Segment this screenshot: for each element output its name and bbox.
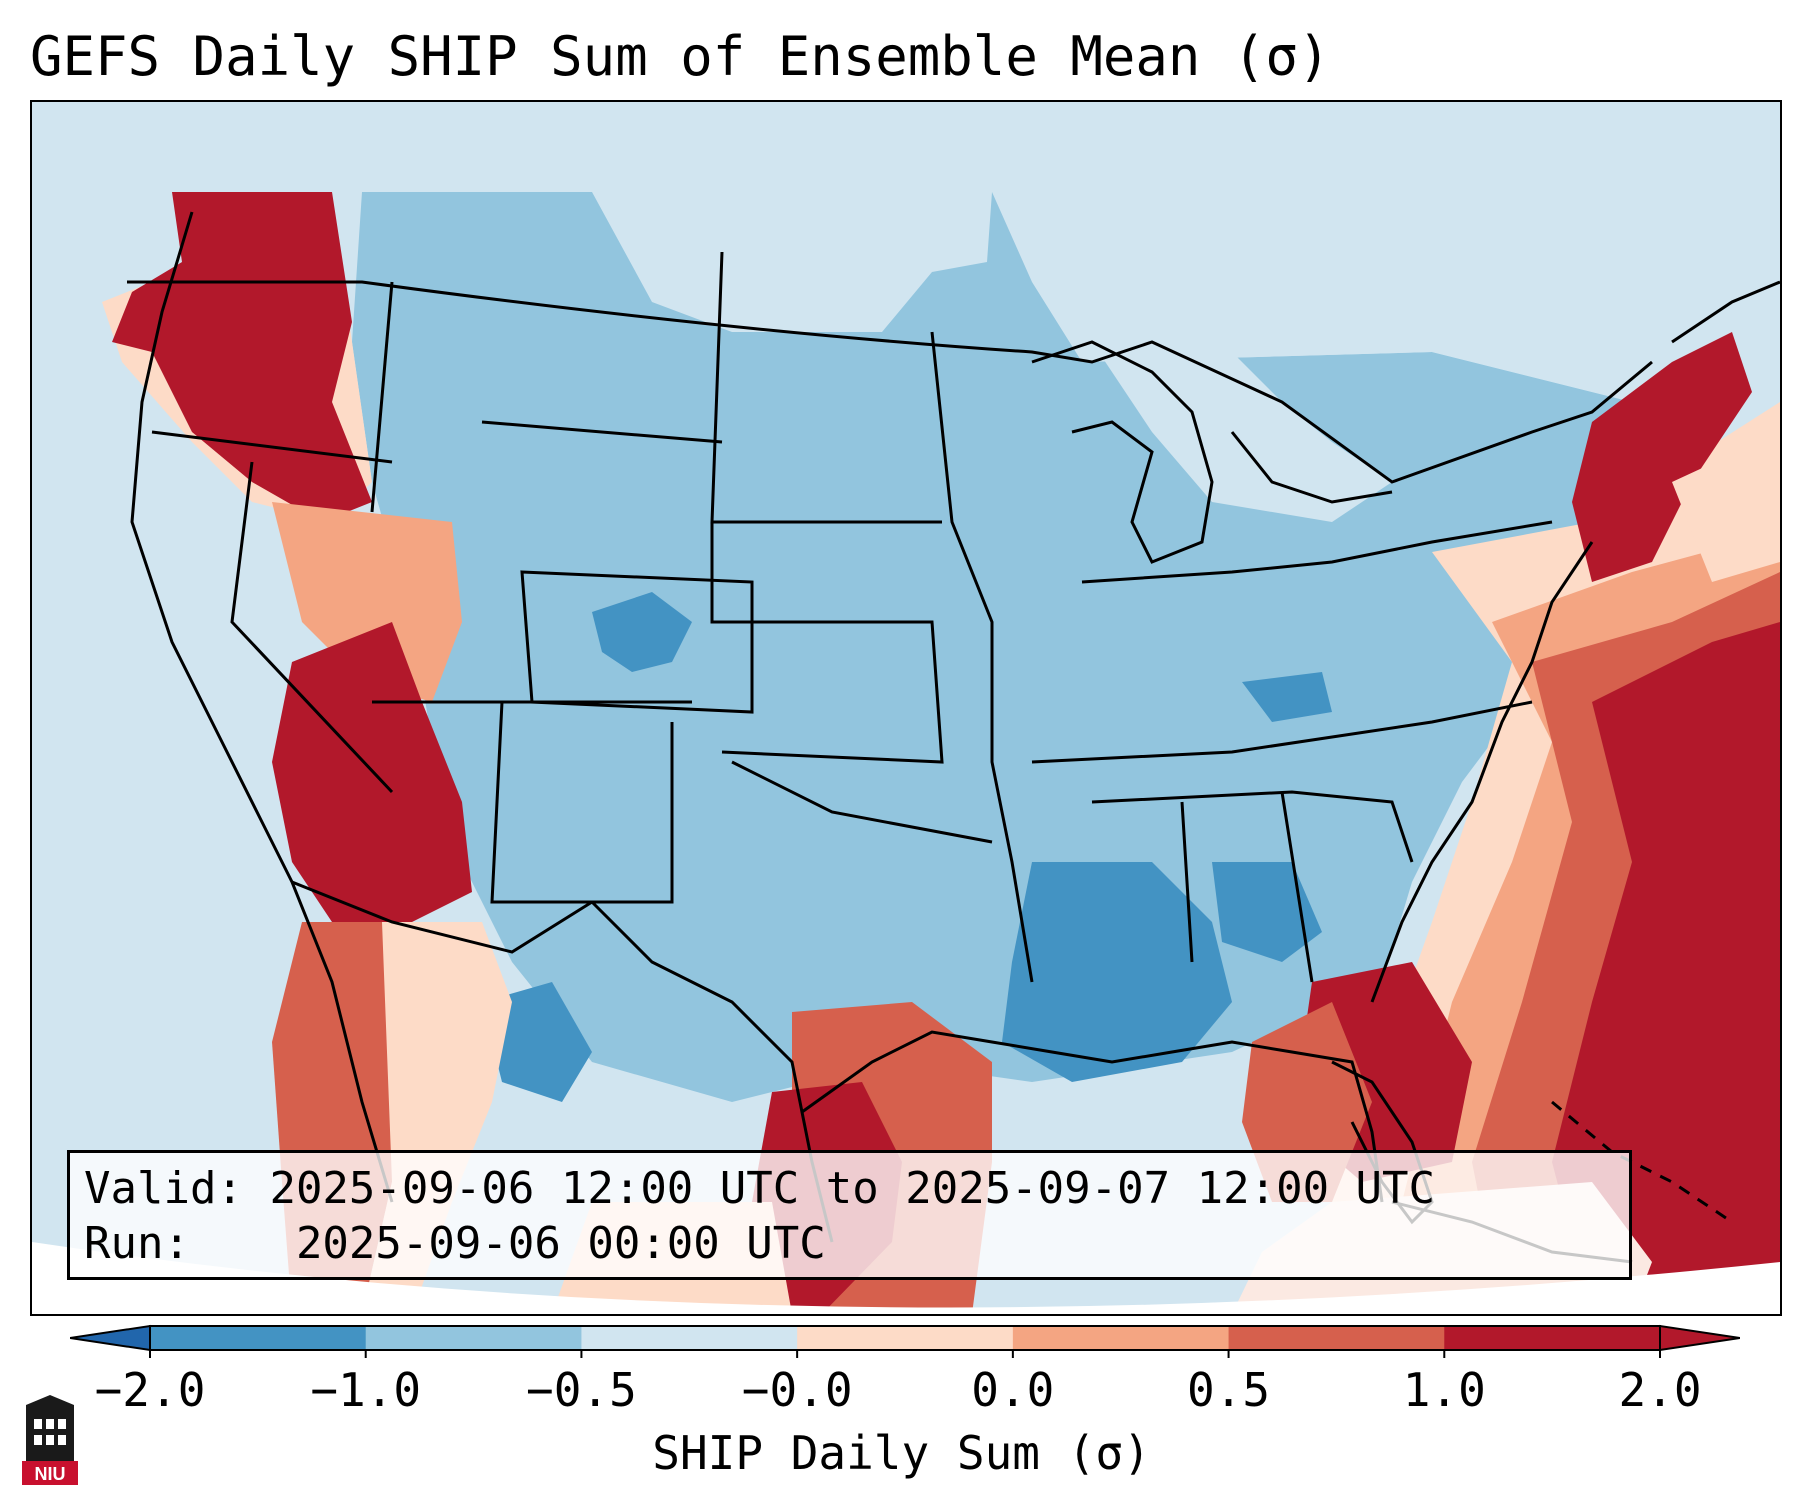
west-coast: [130, 211, 394, 1203]
colorbar-segment: [1444, 1326, 1661, 1350]
logo-tower-roof: [26, 1395, 74, 1405]
valid-label: Valid:: [84, 1163, 243, 1214]
map-canvas: [32, 102, 1780, 1314]
state-line-ohio-valley: [1081, 520, 1553, 584]
colorbar-tick-label: 0.5: [1187, 1363, 1271, 1417]
state-line-nm-tx: [490, 701, 674, 904]
east-coast: [1370, 541, 1594, 1003]
state-line-alabama: [1180, 791, 1314, 983]
niu-logo: NIU: [22, 1395, 78, 1485]
map-panel: [30, 100, 1782, 1316]
state-line-texas-ok: [731, 760, 993, 844]
colorbar-segment: [150, 1326, 367, 1350]
region-colorado-strong-negative: [592, 592, 692, 672]
region-nevada-positive: [272, 502, 462, 702]
state-boundaries: [127, 211, 1780, 1264]
map-outside-projection: [32, 1242, 1780, 1314]
region-canada-light: [992, 192, 1780, 432]
bahamas-islands: [1551, 1100, 1733, 1224]
great-lakes-outline: [1031, 340, 1393, 564]
state-line-tennessee: [1031, 700, 1533, 764]
logo-windows: [34, 1419, 66, 1445]
colorbar-tick-label: 2.0: [1618, 1363, 1702, 1417]
logo-tower: [26, 1405, 74, 1461]
region-new-england-light-positive: [1672, 432, 1780, 582]
state-line-oregon-california: [151, 430, 393, 464]
colorbar-label: SHIP Daily Sum (σ): [652, 1426, 1151, 1480]
state-line-southeast: [1091, 790, 1414, 863]
colorbar-segment: [1228, 1326, 1445, 1350]
state-line-montana-wyoming: [481, 420, 723, 444]
region-new-england-strong-positive: [1572, 332, 1752, 582]
region-kentucky-strong-negative: [1242, 672, 1332, 722]
state-line-colorado: [520, 570, 754, 714]
nova-scotia-outline: [1671, 280, 1780, 344]
colorbar-outline: [149, 1325, 1661, 1351]
chart-title: GEFS Daily SHIP Sum of Ensemble Mean (σ): [30, 25, 1331, 88]
colorbar-tick-label: −1.0: [310, 1363, 422, 1417]
state-line-mississippi: [930, 331, 1034, 983]
region-northern-plains-light: [592, 192, 992, 332]
colorbar-over-extend: [1659, 1324, 1740, 1352]
state-line-plains: [710, 522, 944, 764]
state-line-idaho: [370, 281, 394, 513]
valid-value: 2025-09-06 12:00 UTC to 2025-09-07 12:00…: [269, 1163, 1436, 1214]
logo-text: NIU: [35, 1464, 66, 1484]
valid-run-info-box: Valid: 2025-09-06 12:00 UTC to 2025-09-0…: [67, 1150, 1632, 1280]
region-great-lakes-light: [1092, 332, 1392, 522]
colorbar-under-extend: [70, 1324, 151, 1352]
colorbar-tick-label: −0.5: [526, 1363, 637, 1417]
state-line-nevada: [230, 461, 394, 794]
colorbar: [70, 1324, 1740, 1358]
colorbar-segment: [365, 1326, 582, 1350]
colorbar-tick-label: −0.0: [741, 1363, 853, 1417]
colorbar-segment: [1012, 1326, 1230, 1350]
run-label: Run:: [84, 1218, 190, 1269]
colorbar-tick-label: 0.0: [971, 1363, 1055, 1417]
run-value: 2025-09-06 00:00 UTC: [295, 1218, 826, 1269]
region-atlantic-strong-positive: [1552, 622, 1780, 1314]
region-alabama-strong-negative: [1212, 862, 1322, 962]
logo-banner: [22, 1461, 78, 1485]
us-mexico-border-west: [291, 880, 593, 954]
colorbar-segment: [797, 1326, 1014, 1350]
region-pacific-nw-strong-positive: [112, 192, 372, 522]
region-gulf-strong-negative: [1002, 862, 1232, 1082]
colorbar-segment: [581, 1326, 798, 1350]
colorbar-tick-label: −2.0: [94, 1363, 206, 1417]
colorbar-tick-label: 1.0: [1402, 1363, 1486, 1417]
us-canada-border: [127, 280, 1653, 484]
